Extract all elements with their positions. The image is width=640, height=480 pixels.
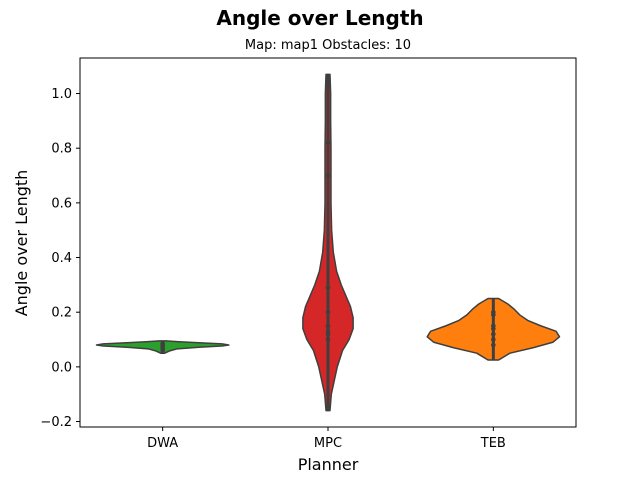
data-point bbox=[325, 337, 331, 342]
y-tick-label: 1.0 bbox=[51, 87, 72, 102]
x-tick-label: MPC bbox=[314, 436, 342, 451]
data-point bbox=[325, 329, 331, 334]
chart-title: Angle over Length bbox=[216, 6, 423, 30]
data-point bbox=[491, 323, 496, 329]
data-point bbox=[325, 309, 331, 315]
data-point bbox=[325, 173, 331, 178]
data-point bbox=[491, 342, 496, 348]
y-tick-label: −0.2 bbox=[40, 415, 72, 430]
data-point bbox=[491, 337, 496, 342]
data-point bbox=[491, 331, 496, 337]
y-axis-label: Angle over Length bbox=[12, 170, 31, 317]
plot-area: −0.2 0.0 0.2 0.4 0.6 0.8 1.0 DWA MPC TEB bbox=[40, 57, 577, 451]
y-tick-label: 0.0 bbox=[51, 360, 72, 375]
plot-frame bbox=[79, 57, 577, 428]
x-axis-label: Planner bbox=[298, 455, 359, 474]
y-tick-label: 0.2 bbox=[51, 306, 72, 321]
data-point bbox=[491, 309, 496, 315]
y-tick-label: 0.6 bbox=[51, 196, 72, 211]
y-tick-label: 0.8 bbox=[51, 142, 72, 157]
data-point bbox=[160, 341, 165, 346]
x-tick-label: DWA bbox=[147, 436, 178, 451]
x-tick-label: TEB bbox=[480, 436, 506, 451]
chart-subtitle: Map: map1 Obstacles: 10 bbox=[245, 38, 411, 53]
data-point bbox=[325, 285, 331, 290]
data-point bbox=[325, 140, 331, 146]
data-point bbox=[325, 323, 331, 329]
y-tick-label: 0.4 bbox=[51, 251, 72, 266]
